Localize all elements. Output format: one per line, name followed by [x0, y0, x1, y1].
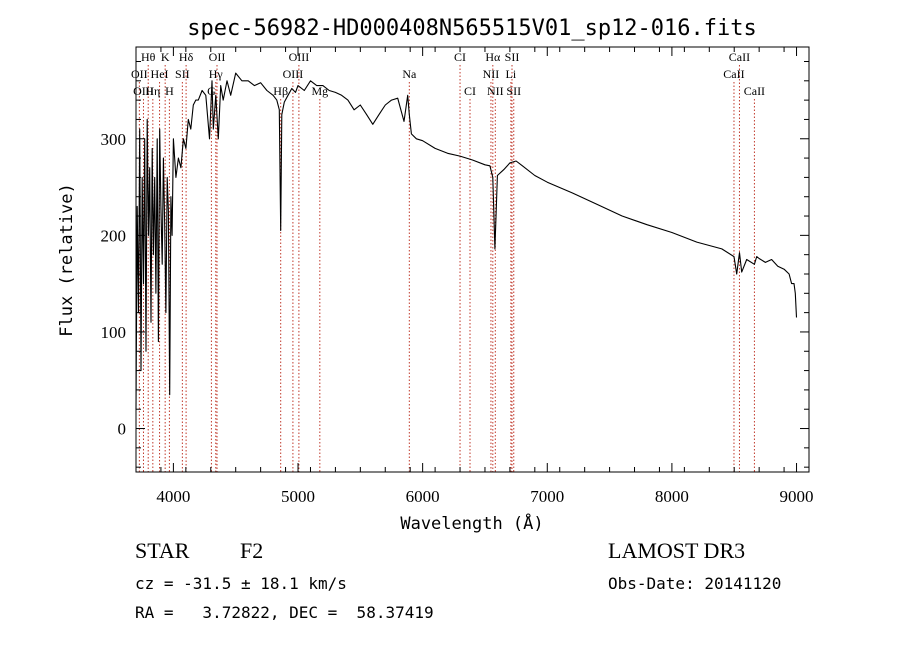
- line-marker-label-16: Li: [506, 67, 517, 81]
- line-marker-label-6: Hα: [485, 50, 501, 64]
- line-marker-label-12: Hγ: [209, 67, 224, 81]
- line-marker-label-17: CaII: [723, 67, 744, 81]
- x-tick-label-3: 7000: [530, 487, 564, 506]
- line-marker-label-24: CI: [464, 84, 476, 98]
- line-marker-label-13: OIII: [283, 67, 304, 81]
- x-tick-label-2: 6000: [406, 487, 440, 506]
- x-tick-label-5: 9000: [780, 487, 814, 506]
- series-layer: [135, 72, 798, 410]
- line-marker-label-23: Mg: [311, 84, 328, 98]
- x-axis-label: Wavelength (Å): [400, 512, 543, 534]
- redshift-line: cz = -31.5 ± 18.1 km/s: [135, 574, 347, 593]
- line-marker-label-19: Hη: [145, 84, 160, 98]
- line-marker-label-18: OIII: [133, 84, 154, 98]
- series-flux-line: [135, 72, 798, 410]
- survey-name: LAMOST DR3: [608, 538, 746, 563]
- line-marker-label-14: Na: [402, 67, 417, 81]
- x-tick-label-0: 4000: [156, 487, 190, 506]
- y-tick-label-1: 100: [101, 323, 127, 342]
- line-marker-label-20: H: [165, 84, 174, 98]
- line-marker-label-5: CI: [454, 50, 466, 64]
- line-marker-label-0: Hθ: [141, 50, 156, 64]
- chart-title: spec-56982-HD000408N565515V01_sp12-016.f…: [187, 16, 757, 41]
- coordinates-line: RA = 3.72822, DEC = 58.37419: [135, 603, 434, 622]
- object-subclass: F2: [240, 538, 264, 563]
- obs-date: Obs-Date: 20141120: [608, 574, 782, 593]
- x-tick-label-4: 8000: [655, 487, 689, 506]
- line-marker-label-4: OIII: [289, 50, 310, 64]
- line-marker-label-25: NII: [487, 84, 504, 98]
- y-axis-label: Flux (relative): [57, 183, 77, 337]
- line-marker-label-10: HeI: [151, 67, 169, 81]
- line-marker-label-3: OII: [209, 50, 226, 64]
- line-marker-label-27: CaII: [744, 84, 765, 98]
- plot-frame: [135, 46, 810, 473]
- line-marker-label-9: OII: [131, 67, 148, 81]
- object-class: STAR: [135, 538, 190, 563]
- x-tick-label-1: 5000: [281, 487, 315, 506]
- line-marker-label-8: CaII: [729, 50, 750, 64]
- line-marker-label-11: SII: [175, 67, 190, 81]
- line-marker-label-15: NII: [483, 67, 500, 81]
- line-marker-label-2: Hδ: [179, 50, 194, 64]
- y-tick-label-2: 200: [101, 226, 127, 245]
- line-marker-label-26: SII: [506, 84, 521, 98]
- y-tick-label-3: 300: [101, 130, 127, 149]
- line-marker-label-1: K: [161, 50, 170, 64]
- y-tick-label-0: 0: [118, 420, 127, 439]
- line-marker-label-22: Hβ: [273, 84, 288, 98]
- axis-ticks: 4000 5000 6000 7000 8000 9000 0 100 200 300: [101, 47, 814, 506]
- line-marker-label-7: SII: [505, 50, 520, 64]
